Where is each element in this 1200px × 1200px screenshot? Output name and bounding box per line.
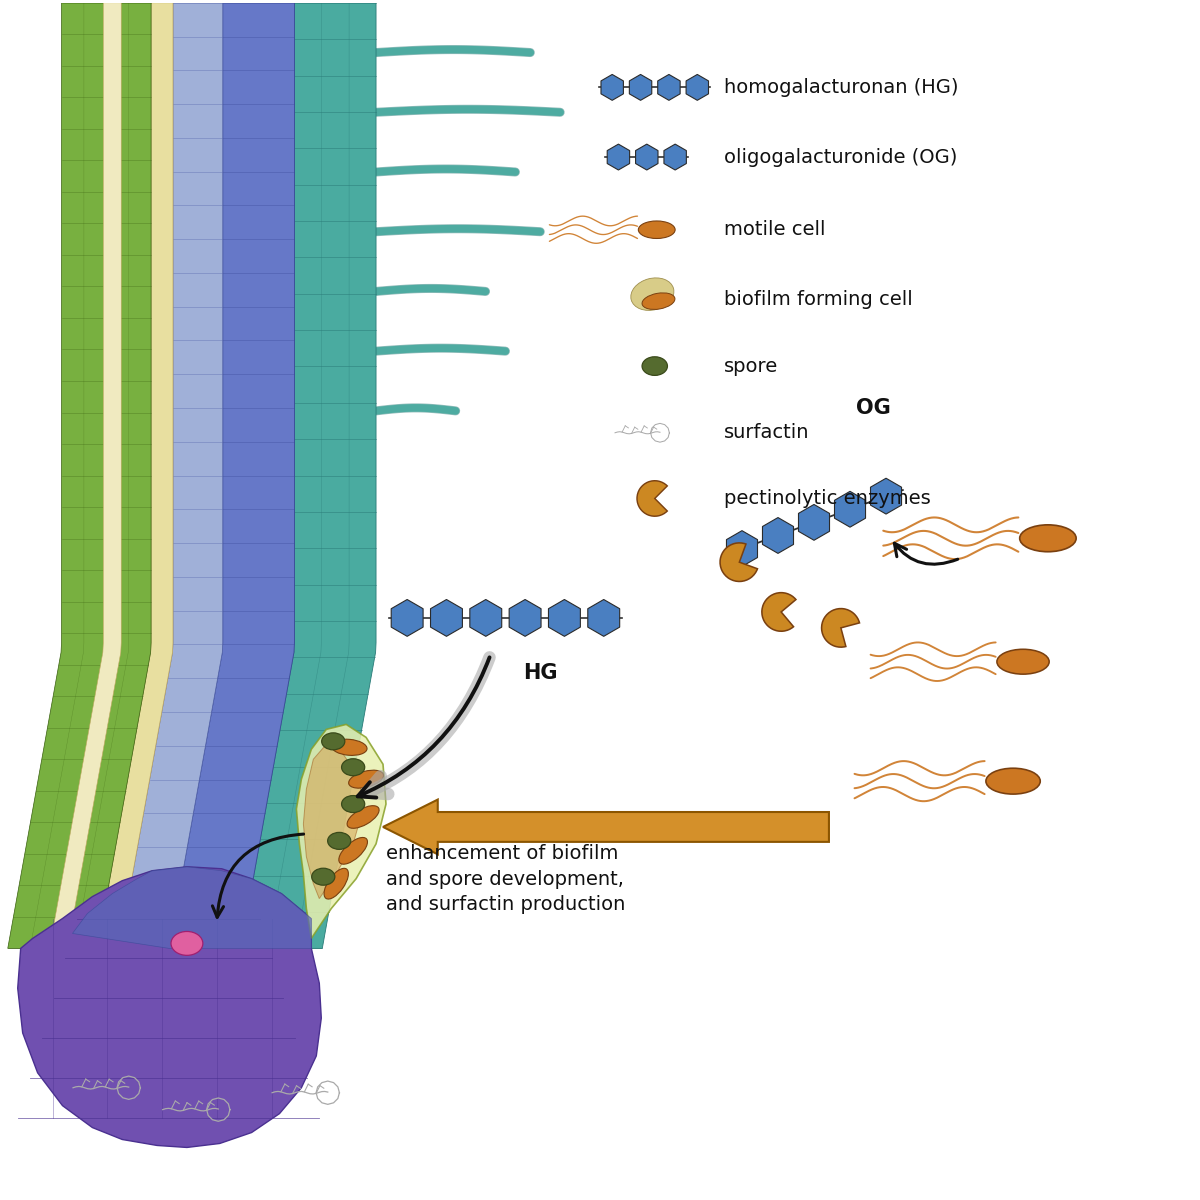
Ellipse shape <box>986 768 1040 794</box>
Polygon shape <box>509 600 541 636</box>
Polygon shape <box>636 144 658 170</box>
FancyArrow shape <box>383 799 829 854</box>
Ellipse shape <box>1020 524 1076 552</box>
Polygon shape <box>686 74 708 101</box>
Polygon shape <box>72 866 311 948</box>
Polygon shape <box>762 517 793 553</box>
Text: biofilm forming cell: biofilm forming cell <box>725 290 913 308</box>
Text: motile cell: motile cell <box>725 221 826 239</box>
Polygon shape <box>548 600 581 636</box>
Polygon shape <box>601 74 623 101</box>
Ellipse shape <box>638 221 676 239</box>
Polygon shape <box>664 144 686 170</box>
Wedge shape <box>762 593 796 631</box>
Polygon shape <box>7 2 151 948</box>
FancyArrowPatch shape <box>367 658 490 794</box>
Polygon shape <box>629 74 652 101</box>
Text: enhancement of biofilm
and spore development,
and surfactin production: enhancement of biofilm and spore develop… <box>386 844 625 914</box>
Polygon shape <box>119 2 223 948</box>
Text: pectinolytic enzymes: pectinolytic enzymes <box>725 488 931 508</box>
Ellipse shape <box>170 931 203 955</box>
Ellipse shape <box>338 838 367 864</box>
Ellipse shape <box>642 356 667 376</box>
Polygon shape <box>296 725 386 938</box>
Polygon shape <box>798 504 829 540</box>
Ellipse shape <box>631 278 674 311</box>
Polygon shape <box>588 600 619 636</box>
Text: homogalacturonan (HG): homogalacturonan (HG) <box>725 78 959 97</box>
Wedge shape <box>720 542 757 582</box>
Ellipse shape <box>347 805 379 828</box>
Polygon shape <box>470 600 502 636</box>
Polygon shape <box>304 744 364 899</box>
Polygon shape <box>870 479 901 514</box>
Ellipse shape <box>342 758 365 775</box>
Text: oligogalacturonide (OG): oligogalacturonide (OG) <box>725 148 958 167</box>
Polygon shape <box>241 2 376 948</box>
Ellipse shape <box>331 739 367 755</box>
Ellipse shape <box>349 770 384 788</box>
FancyArrowPatch shape <box>358 658 490 798</box>
Polygon shape <box>726 530 757 566</box>
Ellipse shape <box>342 796 365 812</box>
Polygon shape <box>18 866 322 1147</box>
Polygon shape <box>169 2 294 948</box>
Ellipse shape <box>328 833 350 850</box>
FancyArrowPatch shape <box>894 544 958 564</box>
Polygon shape <box>97 2 173 948</box>
Text: OG: OG <box>857 398 892 418</box>
Ellipse shape <box>642 293 674 310</box>
Ellipse shape <box>997 649 1049 674</box>
Text: surfactin: surfactin <box>725 424 810 443</box>
Wedge shape <box>822 608 859 647</box>
Polygon shape <box>431 600 462 636</box>
Ellipse shape <box>322 733 344 750</box>
Polygon shape <box>391 600 424 636</box>
Polygon shape <box>49 2 121 948</box>
Text: HG: HG <box>523 662 558 683</box>
Ellipse shape <box>324 869 348 899</box>
Ellipse shape <box>312 869 335 886</box>
Polygon shape <box>658 74 680 101</box>
Polygon shape <box>834 491 865 527</box>
Text: spore: spore <box>725 356 779 376</box>
Wedge shape <box>637 481 667 516</box>
Polygon shape <box>607 144 630 170</box>
